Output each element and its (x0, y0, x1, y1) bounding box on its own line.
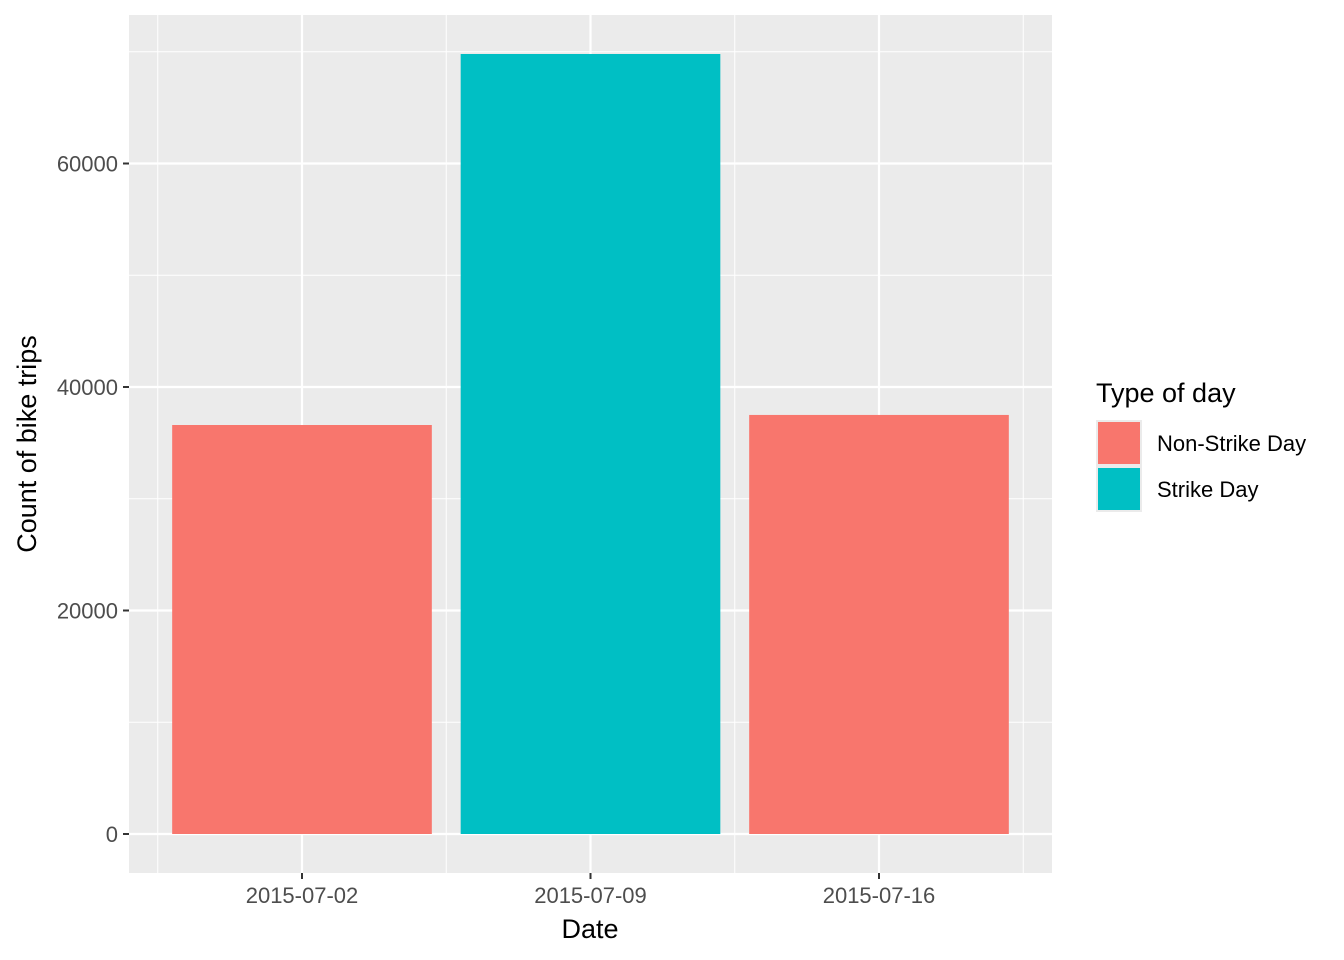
y-axis-title: Count of bike trips (12, 335, 42, 553)
y-tick-label: 20000 (57, 599, 118, 624)
legend-label: Non-Strike Day (1157, 431, 1306, 456)
legend-swatch (1098, 422, 1140, 464)
legend-title: Type of day (1096, 378, 1236, 408)
legend-swatch (1098, 468, 1140, 510)
legend: Type of day Non-Strike Day Strike Day (1096, 378, 1306, 512)
bar-2015-07-02 (172, 425, 432, 834)
bar-2015-07-16 (749, 414, 1009, 834)
x-tick-label: 2015-07-16 (823, 883, 936, 908)
y-tick-label: 40000 (57, 375, 118, 400)
y-tick-label: 0 (106, 822, 118, 847)
x-tick-label: 2015-07-02 (246, 883, 359, 908)
x-tick-label: 2015-07-09 (534, 883, 647, 908)
legend-label: Strike Day (1157, 477, 1258, 502)
y-tick-label: 60000 (57, 152, 118, 177)
x-axis-title: Date (561, 914, 618, 944)
bar-2015-07-09 (460, 54, 721, 834)
